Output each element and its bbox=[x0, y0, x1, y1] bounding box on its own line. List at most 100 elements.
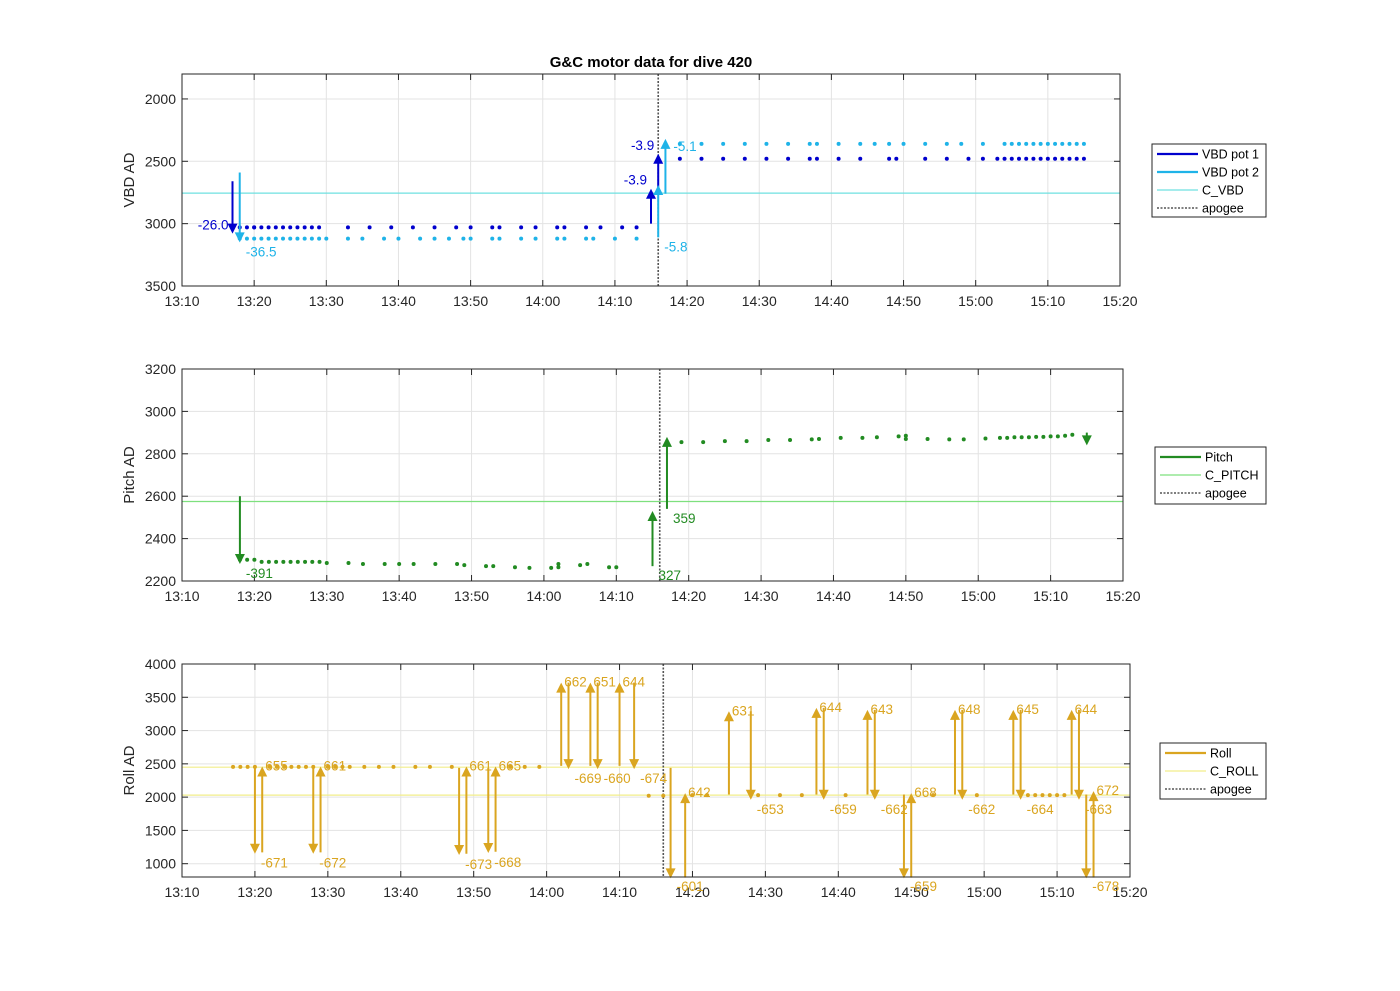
x-tick-label: 13:30 bbox=[310, 884, 345, 900]
arrow-label: 359 bbox=[673, 511, 696, 526]
series-vbd-pot-2 bbox=[237, 141, 1086, 241]
data-point bbox=[836, 141, 841, 146]
y-tick-label: 2500 bbox=[145, 153, 176, 169]
y-tick-label: 4000 bbox=[145, 656, 176, 672]
data-point bbox=[266, 225, 271, 230]
data-point bbox=[980, 156, 985, 161]
x-tick-label: 14:40 bbox=[814, 293, 849, 309]
data-point bbox=[281, 225, 286, 230]
data-point bbox=[1081, 141, 1086, 146]
y-tick-label: 2000 bbox=[145, 91, 176, 107]
arrow-head bbox=[556, 682, 567, 693]
data-point bbox=[303, 764, 308, 769]
data-point bbox=[974, 793, 979, 798]
data-point bbox=[634, 236, 639, 241]
data-point bbox=[317, 559, 322, 564]
arrow: -36.5 bbox=[234, 172, 277, 259]
data-point bbox=[1033, 793, 1038, 798]
arrow: -659 bbox=[898, 794, 937, 894]
arrow-head bbox=[811, 707, 822, 718]
data-point bbox=[578, 563, 583, 568]
data-point bbox=[281, 236, 286, 241]
x-tick-label: 15:10 bbox=[1040, 884, 1075, 900]
data-point bbox=[455, 562, 460, 567]
x-tick-label: 14:50 bbox=[888, 588, 923, 604]
arrow-label: -659 bbox=[910, 879, 937, 894]
data-point bbox=[756, 793, 761, 798]
data-point bbox=[1012, 435, 1017, 440]
y-tick-label: 2000 bbox=[145, 789, 176, 805]
arrow-head bbox=[680, 793, 691, 804]
data-point bbox=[556, 562, 561, 567]
data-point bbox=[807, 156, 812, 161]
data-point bbox=[512, 565, 517, 570]
y-tick-label: 3000 bbox=[145, 403, 176, 419]
x-tick-label: 13:10 bbox=[164, 884, 199, 900]
data-point bbox=[612, 236, 617, 241]
data-point bbox=[1060, 141, 1065, 146]
x-tick-label: 15:20 bbox=[1102, 293, 1137, 309]
x-tick-label: 14:00 bbox=[529, 884, 564, 900]
x-tick-label: 15:00 bbox=[958, 293, 993, 309]
data-point bbox=[634, 225, 639, 230]
arrow-head bbox=[592, 759, 603, 770]
data-point bbox=[367, 225, 372, 230]
data-point bbox=[288, 236, 293, 241]
arrow-label: 644 bbox=[1075, 702, 1098, 717]
y-axis-label: Pitch AD bbox=[121, 446, 138, 504]
data-point bbox=[274, 764, 279, 769]
data-point bbox=[273, 225, 278, 230]
data-point bbox=[858, 141, 863, 146]
x-tick-label: 14:50 bbox=[894, 884, 929, 900]
data-point bbox=[432, 225, 437, 230]
arrow: -3.9 bbox=[624, 173, 656, 224]
arrow-label: -3.9 bbox=[631, 138, 654, 153]
arrow-head bbox=[249, 843, 260, 854]
legend-label: VBD pot 1 bbox=[1202, 148, 1259, 162]
arrow-head bbox=[1081, 868, 1092, 879]
data-point bbox=[923, 141, 928, 146]
x-tick-label: 14:50 bbox=[886, 293, 921, 309]
arrow-label: -3.9 bbox=[624, 173, 647, 188]
data-point bbox=[324, 236, 329, 241]
data-point bbox=[903, 433, 908, 438]
arrow: 644 bbox=[811, 700, 842, 795]
arrow-head bbox=[665, 868, 676, 879]
data-point bbox=[267, 764, 272, 769]
arrow: 655 bbox=[257, 759, 288, 853]
data-point bbox=[1074, 141, 1079, 146]
arrow: -3.9 bbox=[631, 138, 664, 193]
x-tick-label: 14:20 bbox=[675, 884, 710, 900]
x-tick-label: 13:30 bbox=[309, 588, 344, 604]
data-point bbox=[1055, 434, 1060, 439]
y-tick-label: 2500 bbox=[145, 756, 176, 772]
data-point bbox=[288, 225, 293, 230]
arrow-label: 672 bbox=[1097, 783, 1120, 798]
arrow-label: 645 bbox=[1016, 702, 1039, 717]
data-point bbox=[947, 437, 952, 442]
data-point bbox=[519, 225, 524, 230]
arrow-head bbox=[957, 789, 968, 800]
data-point bbox=[1040, 793, 1045, 798]
axes-box bbox=[181, 368, 1124, 582]
legend-box bbox=[1151, 143, 1267, 218]
data-point bbox=[858, 156, 863, 161]
data-point bbox=[585, 562, 590, 567]
data-point bbox=[266, 236, 271, 241]
data-point bbox=[382, 562, 387, 567]
x-tick-label: 14:20 bbox=[671, 588, 706, 604]
data-point bbox=[1016, 156, 1021, 161]
data-point bbox=[1031, 156, 1036, 161]
data-point bbox=[1019, 435, 1024, 440]
data-point bbox=[903, 436, 908, 441]
arrow: -26.0 bbox=[198, 181, 238, 234]
data-point bbox=[461, 236, 466, 241]
x-tick-label: 14:30 bbox=[742, 293, 777, 309]
arrow: 359 bbox=[661, 436, 696, 526]
data-point bbox=[273, 236, 278, 241]
arrow-head bbox=[906, 793, 917, 804]
data-point bbox=[491, 564, 496, 569]
arrow: -678 bbox=[1081, 794, 1119, 894]
x-tick-label: 14:30 bbox=[744, 588, 779, 604]
data-point bbox=[766, 438, 771, 443]
